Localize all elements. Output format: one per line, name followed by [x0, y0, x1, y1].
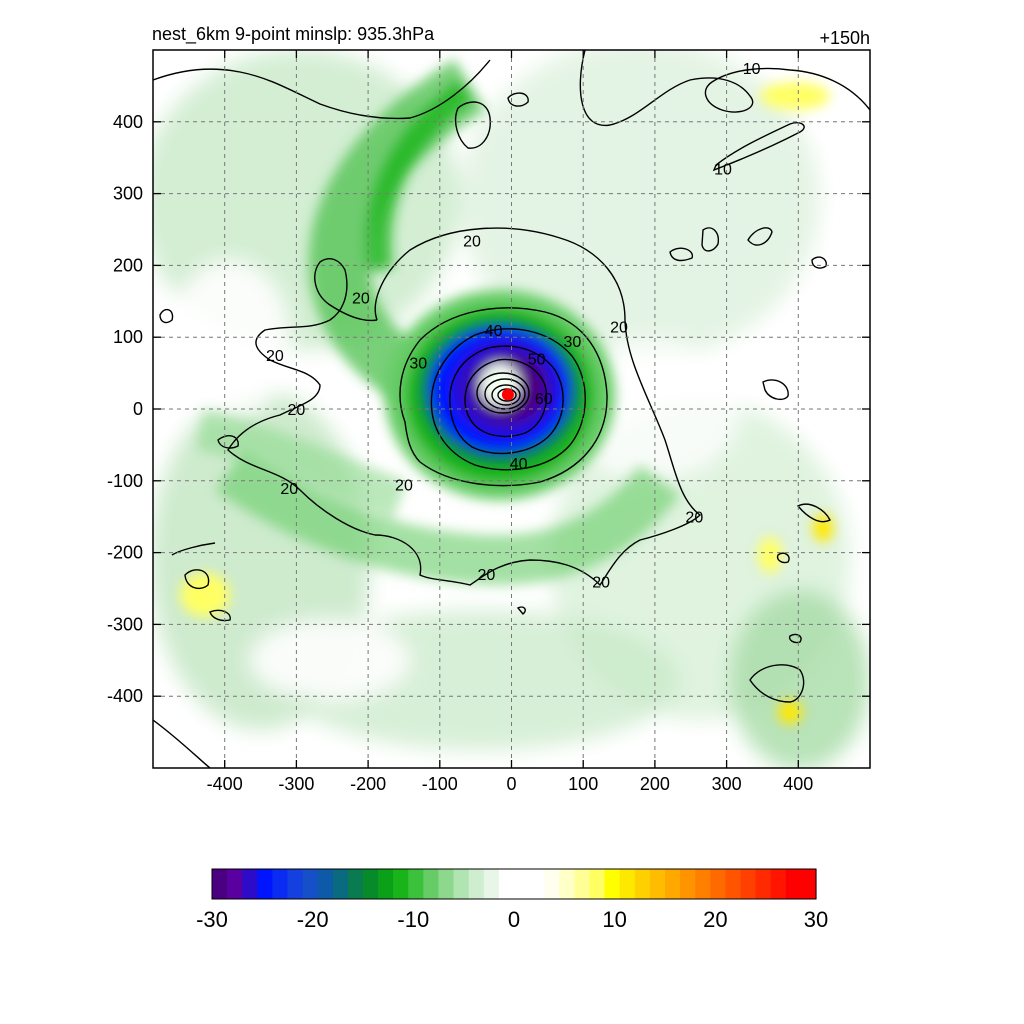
contour-label: 40 — [510, 456, 528, 473]
contour-label: 20 — [280, 481, 298, 498]
colorbar-swatch — [393, 869, 409, 899]
colorbar-frame — [211, 868, 817, 900]
contour-label: 20 — [592, 574, 610, 591]
colorbar-tick-label: 0 — [508, 907, 520, 932]
contour-labels: 10 10 20 20 20 20 20 20 20 20 20 20 30 30 40 40 50 60 — [266, 61, 761, 591]
colorbar-swatch — [770, 869, 787, 899]
colorbar-tick-label: -10 — [397, 907, 429, 932]
contour-label: 30 — [409, 355, 427, 372]
colorbar-tick-label: -30 — [196, 907, 228, 932]
x-tick-label: -100 — [422, 774, 458, 794]
colorbar-swatch — [785, 869, 802, 899]
contour-label: 60 — [535, 391, 553, 408]
colorbar-swatch — [529, 869, 545, 899]
x-tick-label: -400 — [207, 774, 243, 794]
contour-label: 20 — [610, 319, 628, 336]
contour-label: 30 — [564, 334, 582, 351]
plot-area: 10 10 20 20 20 20 20 20 20 20 20 20 30 30 40 40 50 60 — [153, 50, 870, 768]
colorbar-swatch — [725, 869, 742, 899]
contour-label: 20 — [266, 348, 284, 365]
colorbar-swatch — [483, 869, 500, 899]
positive-patches — [180, 82, 833, 724]
colorbar-swatch — [710, 869, 726, 899]
colorbar-swatch — [227, 869, 243, 899]
colorbar-swatch — [619, 869, 636, 899]
colorbar-swatch — [212, 869, 228, 899]
colorbar-swatch — [287, 869, 304, 899]
colorbar-tick-label: 30 — [804, 907, 828, 932]
x-tick-label: 400 — [783, 774, 813, 794]
colorbar-swatch — [498, 869, 515, 899]
colorbar-swatch — [740, 869, 757, 899]
colorbar-swatch — [665, 869, 681, 899]
contour-label: 20 — [685, 510, 703, 527]
colorbar-swatch — [574, 869, 591, 899]
y-tick-label: 300 — [113, 184, 143, 204]
colorbar-tick-label: -20 — [297, 907, 329, 932]
contour-lines — [153, 50, 870, 768]
colorbar-swatch — [559, 869, 575, 899]
colorbar-swatch — [634, 869, 651, 899]
x-tick-label: 300 — [712, 774, 742, 794]
colorbar — [211, 868, 817, 900]
colorbar-swatch — [242, 869, 258, 899]
colorbar-swatch — [272, 869, 289, 899]
colorbar-swatch — [544, 869, 560, 899]
y-tick-label: 400 — [113, 112, 143, 132]
colorbar-swatch — [347, 869, 364, 899]
colorbar-swatch — [649, 869, 666, 899]
y-tick-label: -200 — [107, 543, 143, 563]
y-tick-label: -100 — [107, 471, 143, 491]
y-tick-label: 0 — [133, 399, 143, 419]
x-tick-label: -300 — [278, 774, 314, 794]
y-tick-label: -300 — [107, 614, 143, 634]
contour-label: 10 — [743, 61, 761, 78]
contour-label: 50 — [528, 352, 546, 369]
chart-title: nest_6km 9-point minslp: 935.3hPa — [152, 24, 435, 45]
colorbar-swatch — [363, 869, 379, 899]
y-tick-label: 100 — [113, 327, 143, 347]
colorbar-tick-label: 20 — [703, 907, 727, 932]
contour-label: 20 — [288, 402, 306, 419]
contour-label: 20 — [395, 477, 413, 494]
x-tick-label: 200 — [640, 774, 670, 794]
colorbar-swatch — [317, 869, 334, 899]
x-tick-label: -200 — [350, 774, 386, 794]
storm-center-marker — [501, 388, 514, 401]
colorbar-swatch — [800, 869, 817, 899]
contour-label: 20 — [478, 567, 496, 584]
colorbar-swatch — [408, 869, 424, 899]
colorbar-swatch — [332, 869, 349, 899]
colorbar-tick-label: 10 — [602, 907, 626, 932]
x-tick-label: 0 — [506, 774, 516, 794]
colorbar-swatch — [514, 869, 530, 899]
contour-label: 40 — [485, 323, 503, 340]
shading-layer — [153, 50, 870, 768]
colorbar-swatch — [604, 869, 621, 899]
colorbar-swatch — [453, 869, 470, 899]
colorbar-swatch — [438, 869, 455, 899]
colorbar-swatch — [695, 869, 711, 899]
y-tick-label: 200 — [113, 255, 143, 275]
x-axis: -400 -300 -200 -100 0 100 200 300 400 — [207, 50, 813, 794]
contour-label: 10 — [714, 161, 732, 178]
y-axis: -400 -300 -200 -100 0 100 200 300 400 — [107, 112, 870, 706]
colorbar-swatch — [468, 869, 485, 899]
colorbar-swatch — [378, 869, 394, 899]
colorbar-swatch — [423, 869, 440, 899]
colorbar-tick-labels: -30 -20 -10 0 10 20 30 — [196, 907, 828, 932]
colorbar-swatch — [680, 869, 696, 899]
contour-label: 20 — [463, 233, 481, 250]
colorbar-swatch — [755, 869, 772, 899]
colorbar-swatch — [589, 869, 606, 899]
forecast-hour-label: +150h — [819, 28, 870, 48]
y-tick-label: -400 — [107, 686, 143, 706]
colorbar-swatch — [302, 869, 319, 899]
contour-label: 20 — [352, 291, 370, 308]
colorbar-swatch — [257, 869, 273, 899]
x-tick-label: 100 — [568, 774, 598, 794]
